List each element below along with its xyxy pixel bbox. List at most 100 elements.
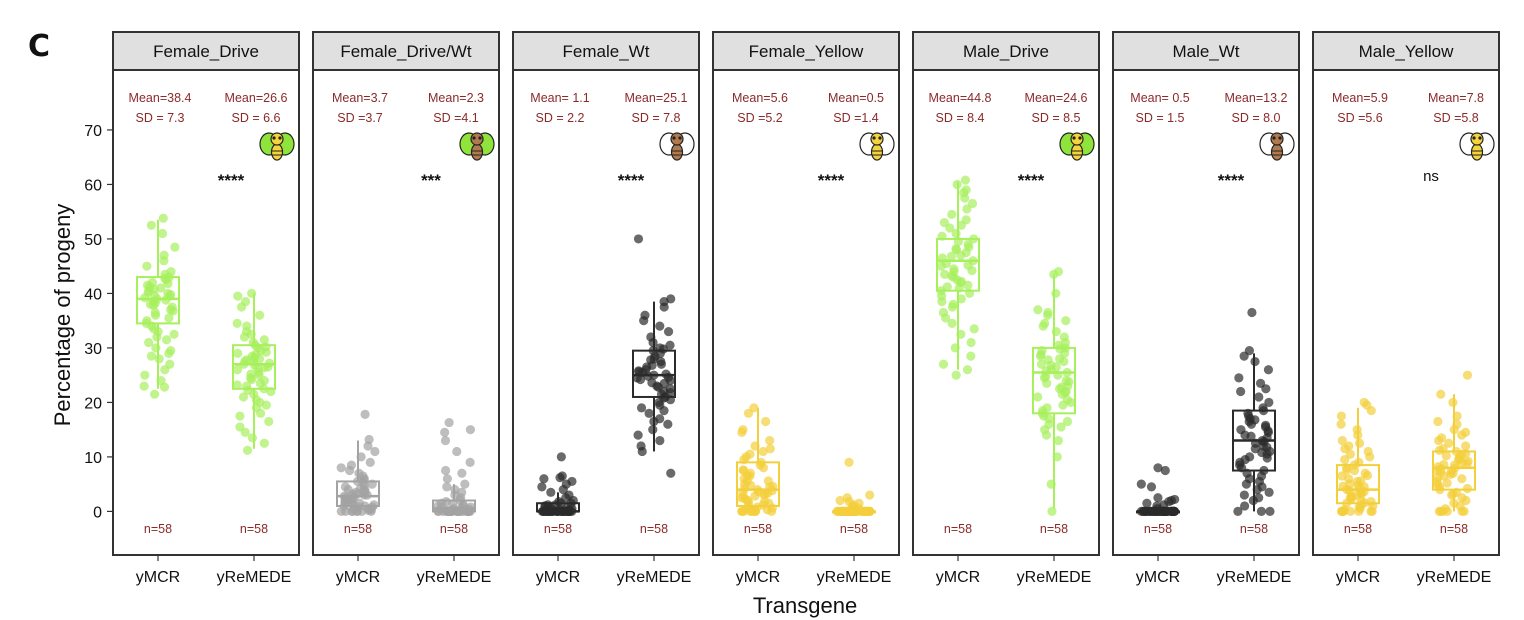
data-point: [1062, 367, 1072, 378]
data-point: [969, 324, 979, 334]
data-point: [1449, 425, 1459, 435]
data-point: [1356, 476, 1366, 486]
data-point: [1457, 474, 1467, 484]
data-point: [1160, 465, 1170, 476]
data-point: [540, 501, 550, 511]
data-point: [537, 482, 547, 492]
data-point: [170, 242, 180, 252]
data-point: [1452, 411, 1462, 421]
facet-strip-label: Female_Drive/Wt: [340, 42, 472, 61]
data-point: [947, 302, 958, 312]
points: [632, 234, 676, 478]
data-point: [962, 365, 973, 375]
data-point: [242, 445, 253, 455]
data-point: [663, 372, 674, 382]
n-label: n=58: [544, 522, 572, 536]
mean-label: Mean=2.3: [428, 91, 484, 105]
data-point: [1051, 326, 1061, 337]
data-point: [663, 326, 674, 337]
facet-strip-label: Male_Drive: [963, 42, 1049, 61]
data-point: [637, 446, 647, 457]
data-point: [1261, 420, 1271, 430]
data-point: [363, 441, 373, 451]
points: [336, 409, 380, 517]
sd-label: SD = 1.5: [1136, 111, 1185, 125]
data-point: [1446, 469, 1456, 479]
data-point: [1354, 438, 1365, 448]
data-point: [539, 474, 549, 484]
brown-fly-icon: [459, 132, 495, 161]
data-point: [966, 337, 976, 348]
n-label: n=58: [1440, 522, 1468, 536]
data-point: [452, 446, 462, 457]
data-point: [1436, 389, 1446, 399]
group-yMCR: Mean= 0.5 SD = 1.5 n=58 yMCR: [1130, 91, 1189, 586]
mean-label: Mean=7.8: [1428, 91, 1484, 105]
data-point: [1248, 495, 1258, 506]
mean-label: Mean=26.6: [225, 91, 288, 105]
data-point: [1252, 485, 1262, 495]
data-point: [164, 313, 174, 323]
data-point: [360, 409, 370, 420]
data-point: [1142, 498, 1152, 508]
points: [537, 452, 578, 517]
data-point: [1461, 449, 1471, 459]
data-point: [947, 209, 957, 220]
data-point: [365, 457, 375, 467]
data-point: [1340, 455, 1350, 465]
data-point: [1262, 453, 1272, 463]
data-point: [845, 506, 856, 517]
data-point: [264, 416, 274, 427]
significance-label: ***: [421, 171, 441, 190]
box: [136, 276, 180, 325]
facet-frame: [912, 69, 1100, 556]
group-yMCR: Mean=5.6 SD =5.2 n=58 yMCR: [732, 91, 788, 586]
data-point: [1448, 489, 1458, 499]
data-point: [743, 408, 754, 418]
data-point: [161, 295, 171, 305]
data-point: [146, 220, 156, 230]
data-point: [1058, 400, 1068, 410]
sd-label: SD = 6.6: [232, 111, 281, 125]
data-point: [259, 335, 269, 345]
data-point: [947, 271, 957, 281]
data-point: [1463, 456, 1473, 466]
y-tick-label: 50: [84, 232, 102, 249]
data-point: [865, 490, 875, 500]
data-point: [441, 465, 451, 476]
data-point: [1256, 506, 1266, 517]
x-tick-label: yReMEDE: [417, 569, 492, 586]
data-point: [1336, 506, 1347, 517]
data-point: [1046, 479, 1056, 489]
data-point: [1442, 478, 1452, 488]
data-point: [1247, 307, 1257, 318]
facet-panel: Male_Drive****Mean=44.8SD = 8.4n=58yMCRM…: [912, 31, 1100, 586]
data-point: [1241, 479, 1252, 489]
data-point: [844, 457, 854, 467]
facet-strip: [1312, 31, 1500, 71]
data-point: [1337, 435, 1347, 446]
data-point: [659, 302, 669, 312]
data-point: [1042, 378, 1052, 388]
data-point: [737, 506, 748, 517]
data-point: [1041, 371, 1051, 381]
y-tick-label: 20: [84, 395, 102, 412]
data-point: [744, 498, 754, 508]
points: [736, 403, 778, 517]
significance-label: ****: [818, 171, 845, 190]
data-point: [964, 288, 975, 299]
points: [139, 213, 180, 399]
data-point: [839, 506, 849, 517]
data-point: [1053, 435, 1063, 446]
data-point: [1436, 506, 1446, 517]
facet-strip: [1112, 31, 1300, 71]
green-fly-icon: [259, 132, 295, 161]
facet-panel: Female_Wt****Mean= 1.1SD = 2.2n=58yMCRMe…: [512, 31, 700, 586]
data-point: [1153, 463, 1163, 473]
data-point: [1066, 397, 1076, 408]
data-point: [550, 500, 560, 510]
data-point: [236, 302, 247, 312]
data-point: [1261, 384, 1271, 394]
data-point: [633, 430, 643, 440]
data-point: [1043, 310, 1053, 320]
